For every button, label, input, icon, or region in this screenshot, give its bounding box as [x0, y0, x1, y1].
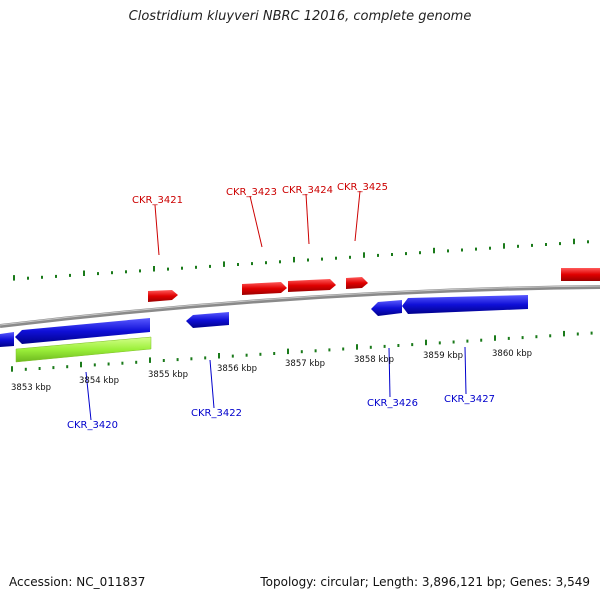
gene-arrow-ckr-3420[interactable] [15, 318, 150, 344]
gene-block-right[interactable] [561, 268, 600, 281]
kbp-scale-labels: 3853 kbp 3854 kbp 3855 kbp 3856 kbp 3857… [11, 349, 532, 393]
forward-strand-genes [148, 268, 600, 302]
label-ckr-3427[interactable]: CKR_3427 [444, 394, 495, 405]
gene-arrow-ckr-3424[interactable] [288, 279, 336, 292]
reverse-strand-genes [0, 295, 528, 347]
rna-feature-bar[interactable] [15, 336, 152, 363]
genome-summary-text: Topology: circular; Length: 3,896,121 bp… [260, 575, 590, 589]
kbp-label: 3855 kbp [148, 370, 188, 380]
accession-text: Accession: NC_011837 [9, 575, 146, 589]
genome-title: Clostridium kluyveri NBRC 12016, complet… [128, 9, 472, 24]
kbp-label: 3859 kbp [423, 351, 463, 361]
label-ckr-3426[interactable]: CKR_3426 [367, 398, 418, 409]
gene-block-left[interactable] [0, 332, 14, 347]
label-connectors [85, 190, 467, 421]
label-ckr-3423[interactable]: CKR_3423 [226, 187, 277, 198]
gene-arrow-ckr-3425[interactable] [346, 277, 368, 289]
reverse-gene-labels: CKR_3420 CKR_3422 CKR_3426 CKR_3427 [67, 394, 495, 431]
gene-arrow-ckr-3426[interactable] [371, 300, 402, 316]
gene-arrow-ckr-3423[interactable] [242, 282, 287, 295]
label-ckr-3424[interactable]: CKR_3424 [282, 185, 333, 196]
kbp-label: 3856 kbp [217, 364, 257, 374]
gene-arrow-ckr-3427[interactable] [402, 295, 528, 314]
kbp-label: 3860 kbp [492, 349, 532, 359]
upper-tick-row [13, 238, 589, 281]
genome-backbone [0, 285, 600, 328]
gene-arrow-ckr-3422[interactable] [186, 312, 229, 328]
label-ckr-3421[interactable]: CKR_3421 [132, 195, 183, 206]
kbp-label: 3857 kbp [285, 359, 325, 369]
gene-arrow-ckr-3421[interactable] [148, 290, 178, 302]
label-ckr-3425[interactable]: CKR_3425 [337, 182, 388, 193]
kbp-label: 3854 kbp [79, 376, 119, 386]
label-ckr-3420[interactable]: CKR_3420 [67, 420, 118, 431]
forward-gene-labels: CKR_3421 CKR_3423 CKR_3424 CKR_3425 [132, 182, 388, 206]
kbp-label: 3853 kbp [11, 383, 51, 393]
label-ckr-3422[interactable]: CKR_3422 [191, 408, 242, 419]
kbp-label: 3858 kbp [354, 355, 394, 365]
lower-tick-row [11, 330, 593, 372]
